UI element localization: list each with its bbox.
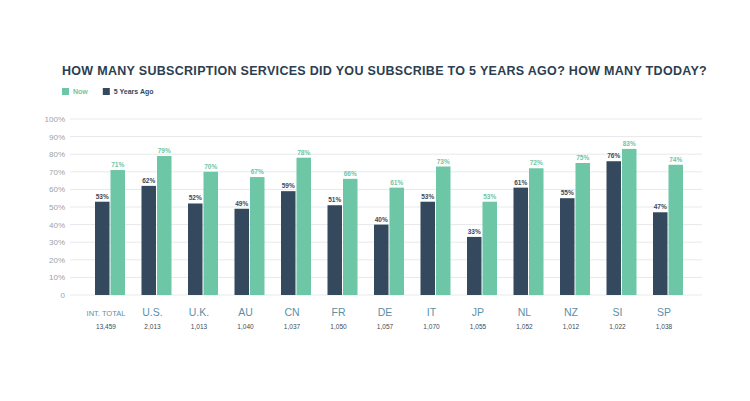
sample-size: 1,050	[330, 323, 347, 330]
y-tick-label: 90%	[49, 133, 65, 142]
data-label: 47%	[654, 203, 667, 210]
y-tick-label: 70%	[49, 168, 65, 177]
data-label: 73%	[437, 158, 450, 165]
bar	[328, 205, 343, 295]
sample-size: 1,013	[191, 323, 208, 330]
legend-label: 5 Years Ago	[114, 88, 154, 96]
y-tick-label: 80%	[49, 150, 65, 159]
sample-size: 1,057	[377, 323, 394, 330]
data-label: 72%	[530, 159, 543, 166]
legend-label: Now	[73, 88, 88, 95]
data-label: 78%	[297, 149, 310, 156]
bar	[622, 149, 637, 295]
bar	[111, 170, 126, 295]
data-label: 74%	[669, 156, 682, 163]
data-label: 75%	[576, 154, 589, 161]
x-tick-label: JP	[472, 306, 484, 318]
data-label: 67%	[251, 168, 264, 175]
x-tick-label: FR	[332, 306, 346, 318]
bar	[560, 198, 575, 295]
x-tick-label: SP	[657, 306, 671, 318]
bar	[281, 191, 296, 295]
bar	[483, 202, 498, 295]
data-label: 33%	[468, 228, 481, 235]
bar	[514, 188, 529, 295]
title: HOW MANY SUBSCRIPTION SERVICES DID YOU S…	[62, 64, 707, 78]
bar	[188, 203, 203, 295]
grid-line	[70, 119, 702, 120]
sample-size: 1,040	[237, 323, 254, 330]
data-label: 59%	[282, 182, 295, 189]
x-tick-label: CN	[284, 306, 299, 318]
data-label: 76%	[607, 152, 620, 159]
bar	[250, 177, 265, 295]
bar	[374, 225, 389, 295]
data-label: 66%	[344, 170, 357, 177]
sample-size: 1,038	[656, 323, 673, 330]
data-label: 40%	[375, 216, 388, 223]
data-label: 55%	[561, 189, 574, 196]
data-labels: 71% 53% 79% 62% 70% 52% 67% 49% 78% 59% 66% 51% 61% 4…	[96, 140, 683, 235]
data-label: 49%	[235, 200, 248, 207]
y-tick-label: 50%	[49, 203, 65, 212]
sample-size: 1,052	[516, 323, 533, 330]
bar	[653, 212, 668, 295]
x-tick-label: INT. TOTAL	[87, 309, 126, 318]
x-tick-label: IT	[427, 306, 437, 318]
sample-size: 1,022	[609, 323, 626, 330]
bar	[297, 158, 312, 295]
y-tick-label: 40%	[49, 221, 65, 230]
x-tick-label: U.K.	[189, 306, 209, 318]
grid-line	[70, 136, 702, 137]
y-tick-label: 10%	[49, 273, 65, 282]
data-label: 71%	[111, 161, 124, 168]
bar	[157, 156, 172, 295]
sample-size: 1,055	[470, 323, 487, 330]
bar	[343, 179, 358, 295]
bar	[421, 202, 436, 295]
bar	[390, 188, 405, 295]
legend-swatch	[62, 88, 69, 95]
bar	[235, 209, 250, 295]
data-label: 79%	[158, 147, 171, 154]
legend-swatch	[103, 88, 110, 95]
y-tick-label: 60%	[49, 185, 65, 194]
x-tick-label: DE	[378, 306, 393, 318]
bar	[436, 167, 451, 295]
sample-size: 1,070	[423, 323, 440, 330]
y-tick-label: 20%	[49, 256, 65, 265]
data-label: 53%	[483, 193, 496, 200]
bar	[576, 163, 591, 295]
x-tick-label: NL	[518, 306, 532, 318]
data-label: 70%	[204, 163, 217, 170]
x-tick-label: AU	[238, 306, 253, 318]
sample-size: 2,013	[144, 323, 161, 330]
chart: HOW MANY SUBSCRIPTION SERVICES DID YOU S…	[0, 0, 750, 401]
bar	[467, 237, 482, 295]
bar	[204, 172, 219, 295]
sample-size: 1,012	[563, 323, 580, 330]
sample-size: 13,459	[96, 323, 116, 330]
bar	[669, 165, 684, 295]
x-tick-label: NZ	[564, 306, 579, 318]
sample-size: 1,037	[284, 323, 301, 330]
bar	[607, 161, 622, 295]
bars	[95, 149, 683, 295]
y-tick-label: 0	[61, 291, 66, 300]
x-tick-label: SI	[613, 306, 623, 318]
data-label: 61%	[390, 179, 403, 186]
bar	[529, 168, 544, 295]
bar	[142, 186, 157, 295]
x-tick-label: U.S.	[142, 306, 162, 318]
bar	[95, 202, 110, 295]
data-label: 53%	[96, 193, 109, 200]
data-label: 62%	[142, 177, 155, 184]
data-label: 51%	[328, 196, 341, 203]
data-label: 52%	[189, 194, 202, 201]
y-tick-label: 30%	[49, 238, 65, 247]
y-tick-label: 100%	[45, 115, 65, 124]
data-label: 53%	[421, 193, 434, 200]
data-label: 83%	[623, 140, 636, 147]
data-label: 61%	[514, 179, 527, 186]
